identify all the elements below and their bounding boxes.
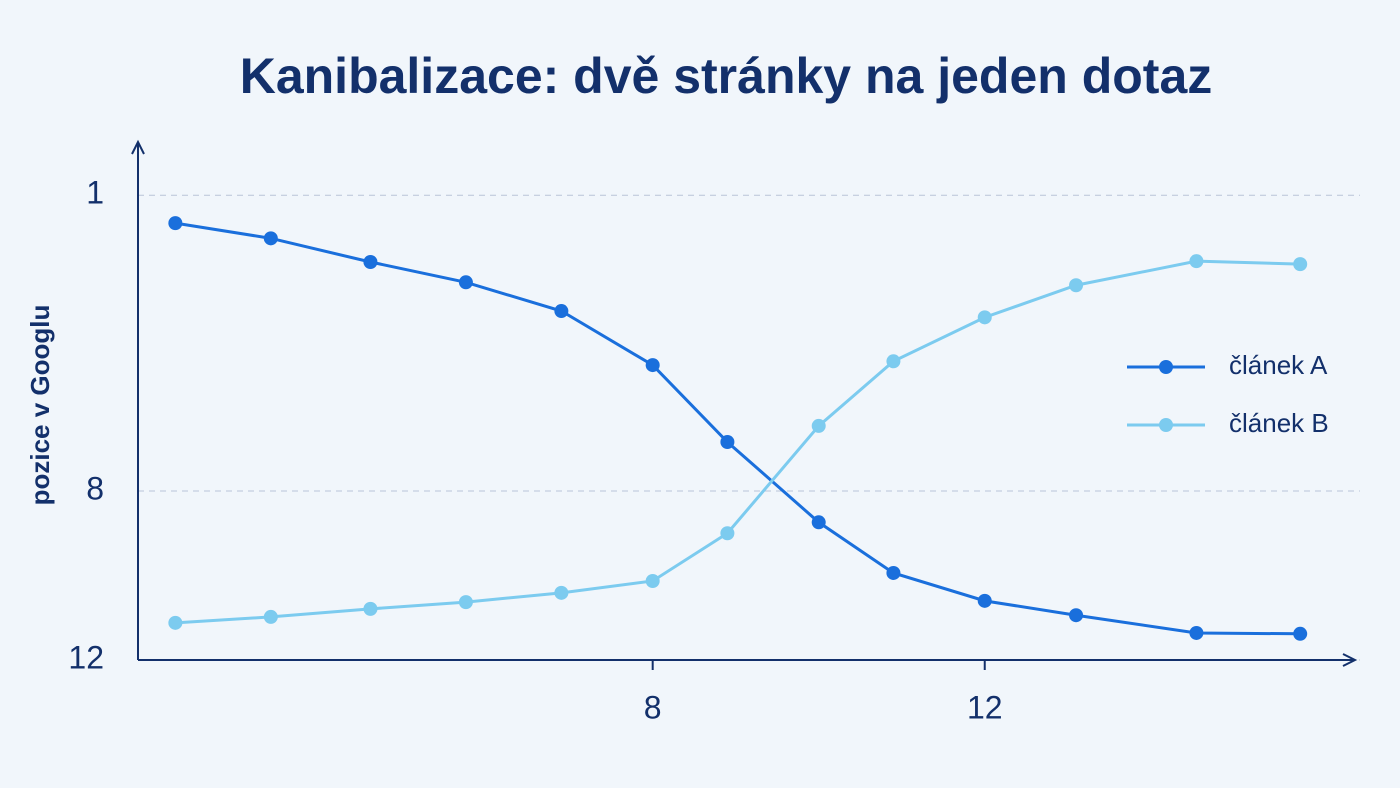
y-tick-label: 12 bbox=[68, 639, 104, 675]
series-line bbox=[175, 221, 1301, 636]
legend-marker bbox=[1159, 418, 1173, 432]
data-point bbox=[1189, 625, 1204, 640]
x-axis bbox=[138, 653, 1358, 667]
data-point bbox=[263, 231, 278, 246]
data-point bbox=[168, 615, 183, 630]
data-point bbox=[168, 216, 183, 231]
data-point bbox=[811, 418, 826, 433]
data-point bbox=[1069, 608, 1084, 623]
data-point bbox=[811, 515, 826, 530]
y-axis bbox=[131, 139, 145, 660]
x-tick-label: 12 bbox=[967, 689, 1003, 725]
data-point bbox=[886, 354, 901, 369]
data-point bbox=[645, 358, 660, 373]
legend-label: článek B bbox=[1229, 408, 1329, 438]
data-point bbox=[977, 593, 992, 608]
x-tick-label: 8 bbox=[644, 689, 662, 725]
data-point bbox=[1069, 278, 1084, 293]
y-tick-label: 8 bbox=[86, 470, 104, 506]
data-point bbox=[363, 601, 378, 616]
chart-title: Kanibalizace: dvě stránky na jeden dotaz bbox=[240, 48, 1213, 104]
data-point bbox=[363, 255, 378, 270]
series-line bbox=[175, 259, 1301, 625]
data-point bbox=[263, 609, 278, 624]
data-point bbox=[1293, 257, 1308, 272]
y-axis-label: pozice v Googlu bbox=[25, 305, 55, 506]
data-point bbox=[458, 595, 473, 610]
data-point bbox=[554, 585, 569, 600]
data-point bbox=[720, 434, 735, 449]
data-point bbox=[1293, 626, 1308, 641]
data-point bbox=[554, 304, 569, 319]
data-point bbox=[458, 275, 473, 290]
data-point bbox=[1189, 254, 1204, 269]
y-tick-label: 1 bbox=[86, 175, 104, 211]
legend-label: článek A bbox=[1229, 350, 1328, 380]
data-point bbox=[720, 526, 735, 541]
data-point bbox=[977, 310, 992, 325]
data-point bbox=[645, 573, 660, 588]
legend-marker bbox=[1159, 360, 1173, 374]
data-point bbox=[886, 565, 901, 580]
